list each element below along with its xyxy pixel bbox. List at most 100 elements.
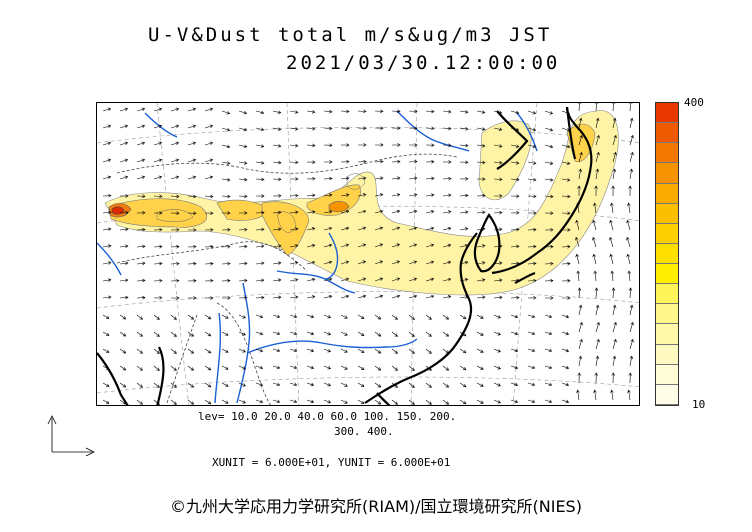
wind-vector-arrow	[476, 365, 484, 370]
wind-vector-arrow	[323, 226, 333, 231]
wind-vector-arrow	[255, 348, 264, 353]
wind-vector-arrow	[595, 338, 600, 350]
wind-vector-arrow	[476, 110, 486, 114]
wind-vector-arrow	[119, 295, 129, 300]
wind-vector-arrow	[136, 278, 146, 283]
wind-vector-arrow	[136, 365, 143, 371]
wind-vector-arrow	[170, 211, 180, 215]
wind-vector-arrow	[204, 348, 212, 354]
wind-vector-arrow	[459, 143, 469, 148]
wind-vector-arrow	[238, 144, 248, 149]
wind-vector-arrow	[374, 399, 382, 405]
wind-vector-arrow	[136, 261, 146, 266]
wind-vector-arrow	[544, 399, 553, 404]
wind-vector-arrow	[544, 178, 554, 182]
wind-vector-arrow	[391, 126, 401, 130]
wind-vector-arrow	[476, 382, 484, 387]
wind-vector-arrow	[170, 194, 180, 199]
wind-vector-arrow	[255, 177, 265, 182]
vector-units: XUNIT = 6.000E+01, YUNIT = 6.000E+01	[212, 456, 451, 469]
wind-vector-arrow	[476, 331, 484, 336]
wind-vector-arrow	[442, 277, 452, 282]
wind-vector-arrow	[527, 110, 537, 115]
wind-vector-arrow	[153, 296, 163, 300]
wind-vector-arrow	[374, 159, 384, 164]
wind-vector-arrow	[408, 365, 415, 371]
wind-vector-arrow	[272, 382, 281, 387]
wind-vector-arrow	[408, 243, 418, 248]
wind-vector-arrow	[476, 244, 486, 248]
wind-vector-arrow	[170, 331, 177, 337]
wind-vector-arrow	[493, 244, 503, 249]
wind-vector-arrow	[323, 260, 333, 265]
wind-vector-arrow	[357, 209, 367, 214]
wind-vector-arrow	[323, 210, 333, 214]
wind-vector-arrow	[187, 194, 197, 199]
wind-vector-arrow	[510, 127, 520, 132]
wind-vector-arrow	[255, 382, 264, 387]
wind-vector-arrow	[272, 331, 281, 336]
wind-vector-arrow	[290, 177, 299, 181]
wind-vector-arrow	[323, 399, 332, 404]
wind-vector-arrow	[221, 382, 229, 387]
grid-line	[156, 103, 190, 405]
wind-vector-arrow	[289, 127, 299, 131]
wind-vector-arrow	[561, 161, 571, 165]
wind-vector-arrow	[357, 193, 367, 197]
dust-plume-peak	[111, 206, 125, 215]
wind-vector-arrow	[510, 144, 520, 148]
wind-vector-arrow	[493, 382, 501, 387]
wind-vector-arrow	[221, 296, 231, 300]
wind-vector-arrow	[170, 175, 180, 180]
wind-vector-arrow	[238, 211, 248, 215]
wind-vector-arrow	[255, 331, 264, 336]
wind-vector-arrow	[527, 278, 537, 283]
wind-vector-arrow	[627, 202, 631, 214]
wind-vector-arrow	[357, 277, 367, 282]
wind-vector-arrow	[628, 185, 632, 197]
wind-vector-arrow	[391, 314, 398, 320]
wind-vector-arrow	[527, 331, 536, 336]
wind-vector-arrow	[592, 236, 597, 248]
wind-vector-arrow	[204, 279, 214, 283]
wind-vector-arrow	[442, 126, 452, 131]
wind-vector-arrow	[391, 365, 398, 371]
wind-vector-arrow	[136, 141, 146, 146]
wind-vector-arrow	[459, 295, 469, 299]
wind-vector-arrow	[357, 260, 367, 265]
wind-vector-arrow	[221, 228, 231, 232]
wind-vector-arrow	[510, 110, 520, 115]
wind-vector-arrow	[272, 365, 281, 370]
wind-vector-arrow	[510, 331, 519, 336]
wind-vector-arrow	[238, 295, 248, 300]
wind-vector-arrow	[442, 399, 450, 405]
wind-vector-arrow	[544, 194, 554, 199]
wind-vector-arrow	[136, 124, 146, 129]
wind-vector-arrow	[119, 331, 127, 337]
wind-vector-arrow	[409, 143, 418, 147]
colorbar-segment	[656, 304, 678, 325]
wind-vector-arrow	[442, 143, 452, 148]
wind-vector-arrow	[442, 365, 450, 371]
wind-vector-arrow	[153, 158, 163, 163]
wind-vector-arrow	[459, 160, 469, 165]
wind-vector-arrow	[510, 365, 519, 370]
wind-vector-arrow	[357, 382, 365, 387]
wind-vector-arrow	[459, 244, 469, 248]
wind-vector-arrow	[425, 143, 435, 147]
dust-concentration-shading	[104, 110, 619, 296]
wind-vector-arrow	[459, 382, 467, 388]
wind-vector-arrow	[544, 365, 553, 370]
wind-vector-arrow	[626, 219, 631, 231]
wind-vector-arrow	[408, 226, 418, 231]
wind-vector-arrow	[119, 124, 129, 129]
wind-vector-arrow	[255, 210, 265, 215]
wind-vector-arrow	[578, 151, 583, 163]
wind-vector-arrow	[255, 127, 265, 132]
wind-vector-arrow	[544, 278, 554, 283]
wind-vector-arrow	[493, 227, 503, 232]
wind-vector-arrow	[153, 227, 163, 232]
wind-vector-arrow	[594, 287, 599, 299]
wind-vector-arrow	[102, 158, 112, 163]
wind-vector-arrow	[544, 331, 553, 336]
